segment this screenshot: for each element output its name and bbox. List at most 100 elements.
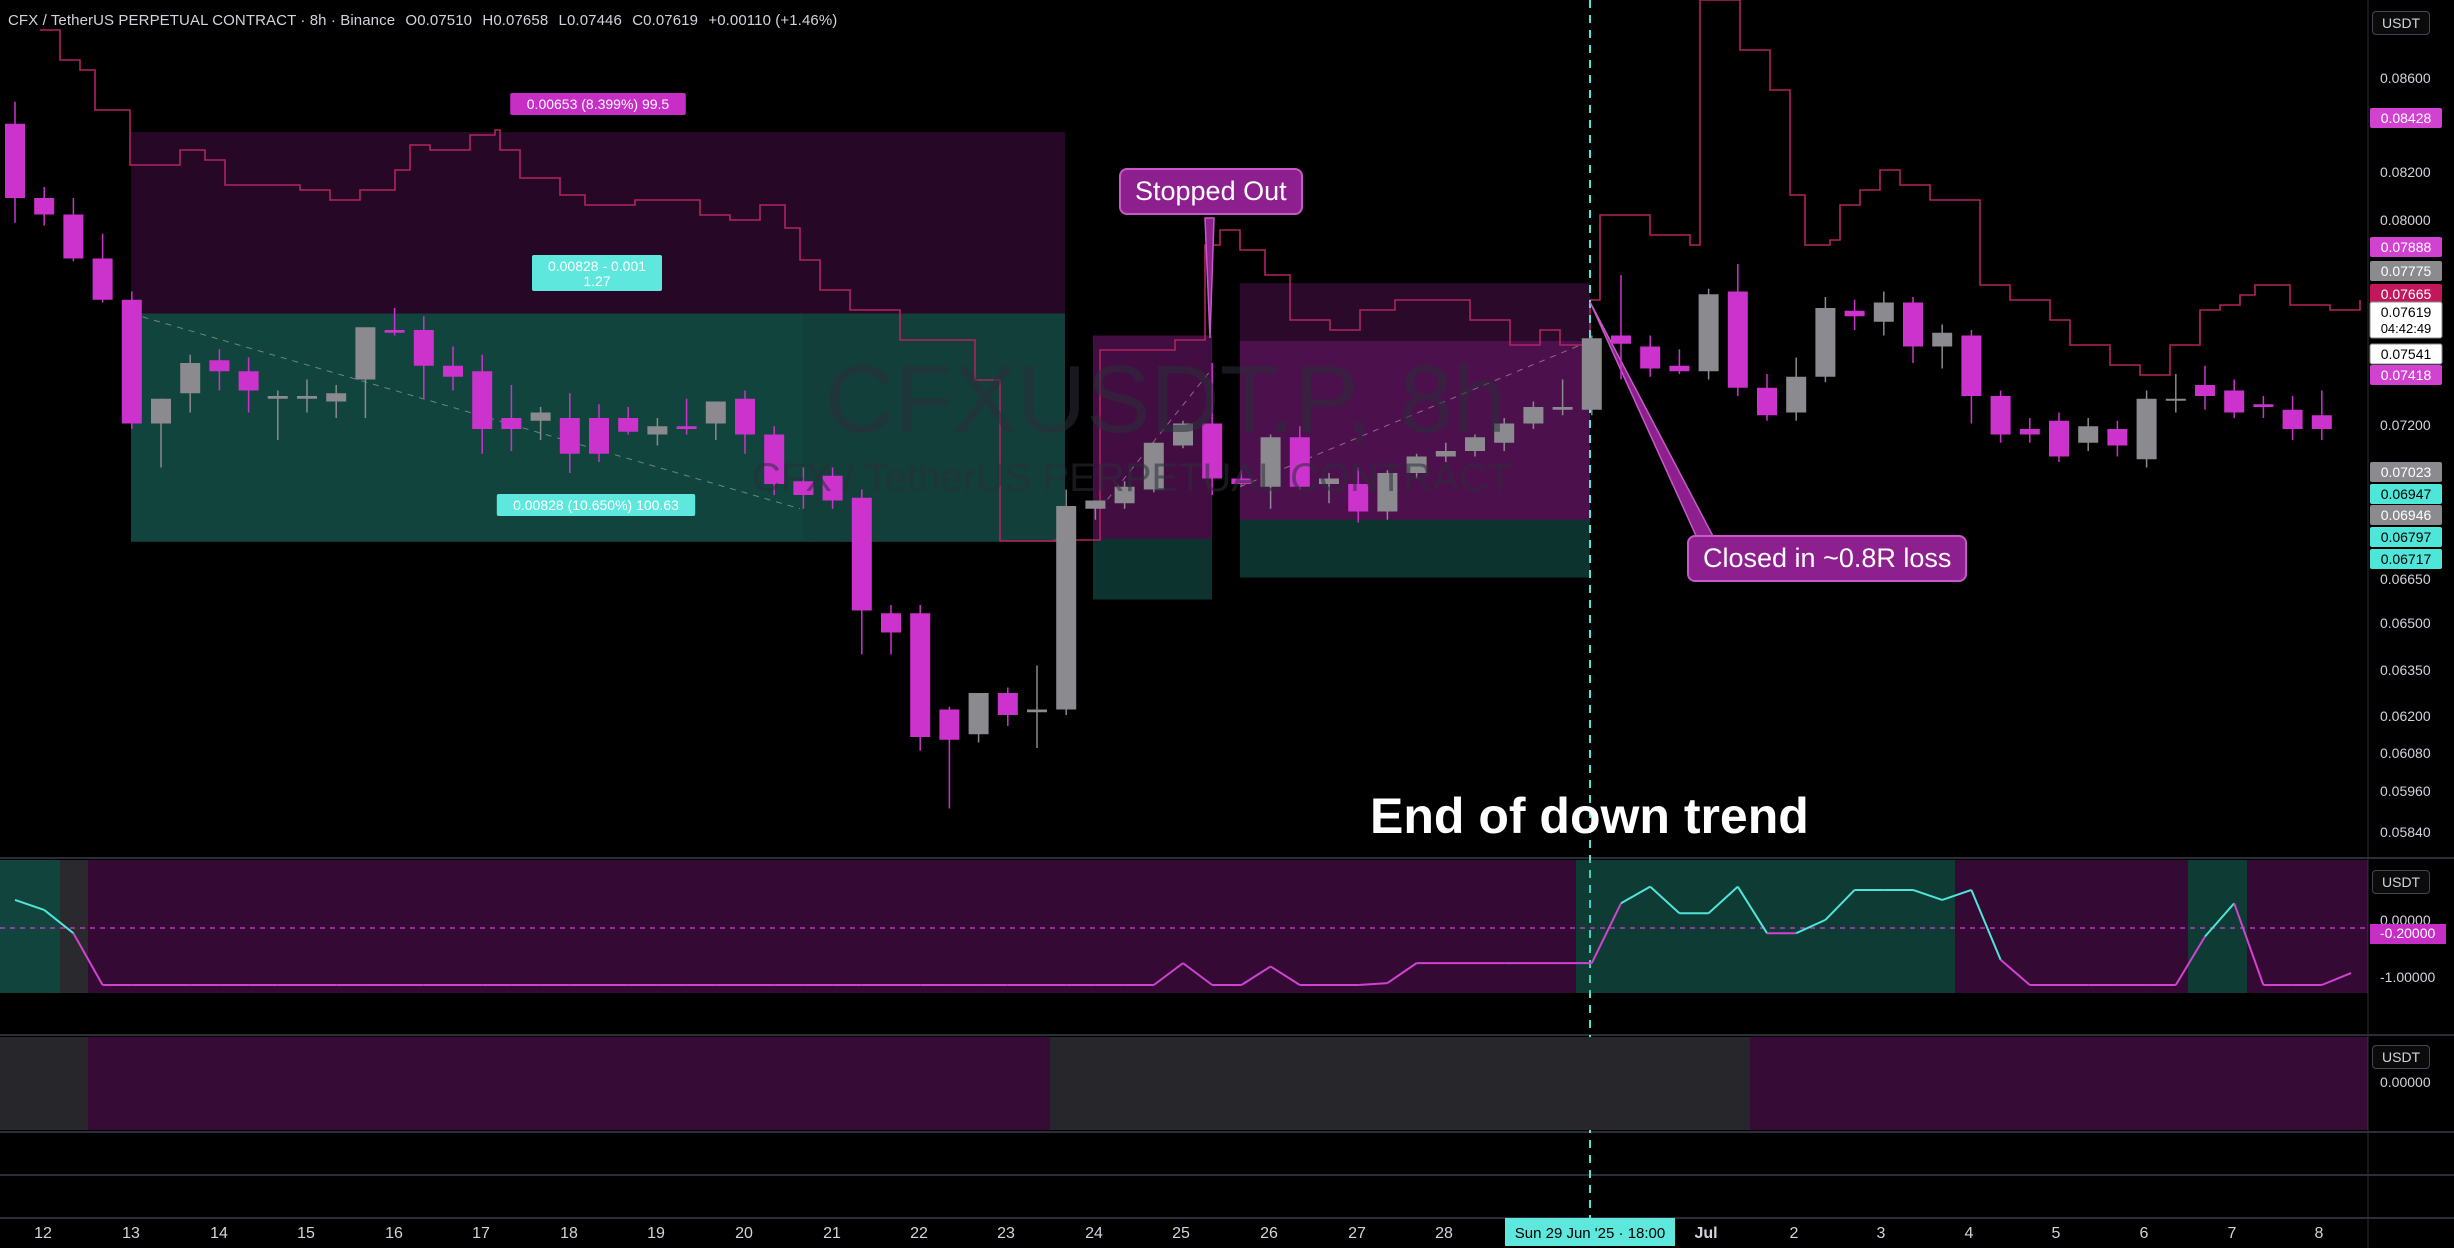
entry-zone-3 [1240,341,1590,520]
time-tick-label: 3 [1877,1225,1886,1242]
osc-tag-bg [2370,924,2446,944]
price-tag-label: 0.07775 [2381,263,2432,279]
candle-body [793,481,814,495]
osc-line-segment [1620,885,1651,905]
target-zone-2 [1093,539,1212,600]
time-tick-label: 15 [297,1225,315,1242]
osc-line-segment [2174,936,2206,986]
candle-body [1727,291,1748,388]
osc-line-segment [1182,962,1213,986]
osc-line-segment [1795,918,1826,935]
osc-line-segment [1240,965,1272,986]
candle-body [1903,302,1923,347]
candle-body [1435,451,1456,457]
target-zone-3 [1240,519,1590,578]
candle-body [1932,332,1953,347]
candle-body [2311,415,2332,429]
time-tick-label: 12 [34,1225,52,1242]
candle-body [1640,346,1661,369]
stopped-out-pointer [1204,217,1215,339]
price-tick-label: 0.05840 [2380,824,2431,840]
price-tag-label: 0.07665 [2381,286,2432,302]
osc-zone [88,860,1576,993]
price-tag-bg [2370,284,2442,304]
candle-body [1289,437,1310,487]
pane3-zone [1050,1037,1750,1130]
ratio-label: 0.00828 - 0.001 [548,258,646,274]
candle-body [2253,404,2274,407]
candle-body [939,709,960,740]
osc-zone [2188,860,2247,993]
osc-line-segment [1999,959,2031,986]
time-tick-label: 25 [1172,1225,1190,1242]
ohlc-close: C0.07619 [632,12,699,29]
candle-body [92,258,113,300]
candle-body [647,426,668,435]
price-tick-label: 0.08000 [2380,212,2431,228]
stopped-out-callout: Stopped Out [1119,168,1303,215]
price-tag-bg [2369,343,2443,365]
candle-body [559,418,580,454]
time-tick-label: 16 [385,1225,403,1242]
pane3-zone [1750,1037,2368,1130]
time-tick-label: 24 [1085,1225,1103,1242]
candle-body [618,418,639,432]
candle-body [2195,385,2215,396]
osc-line-segment [14,899,45,911]
candle-body [705,401,726,424]
candle-body [2136,398,2157,460]
osc-line-segment [1649,885,1681,914]
candle-body [413,330,434,366]
price-tag-bg [2370,365,2442,385]
price-tag-bg [2370,237,2442,257]
candle-body [1844,310,1865,317]
candle-body [2107,429,2128,446]
trailing-stop-line [40,0,2361,542]
osc-line-segment [2204,902,2235,938]
currency-badge-main[interactable]: USDT [2372,11,2431,35]
stop-zone-2 [1093,335,1212,539]
osc-line-segment [1270,965,1301,986]
price-tick-label: 0.06500 [2380,615,2431,631]
symbol-header: CFX / TetherUS PERPETUAL CONTRACT · 8h ·… [8,12,843,29]
pane3-zone [88,1037,1050,1130]
time-tick-label: 27 [1348,1225,1366,1242]
candle-body [530,412,551,421]
candle-body [1319,478,1339,484]
price-tick-label: 0.07200 [2380,417,2431,433]
osc-line-segment [2321,972,2352,986]
candle-body [1202,423,1223,479]
candle-body [1114,486,1135,504]
time-tick-label: 8 [2315,1225,2324,1242]
osc-zone [1576,860,1955,993]
candle-body [209,360,230,372]
candle-body [968,693,989,735]
candle-body [238,371,259,391]
time-tick-label: 17 [472,1225,490,1242]
osc-line-segment [43,909,75,934]
closed-loss-callout: Closed in ~0.8R loss [1687,535,1968,582]
crosshair-time-label: Sun 29 Jun '25 · 18:00 [1515,1225,1665,1242]
candle-body [1698,294,1719,372]
candle-body [589,418,609,454]
risk-label-bg [510,93,686,115]
ratio-label-sub: 1.27 [583,273,610,289]
time-tick-label: 20 [735,1225,753,1242]
currency-badge-osc[interactable]: USDT [2372,870,2431,894]
candle-body [1260,437,1281,487]
candle-body [297,396,317,399]
time-axis: 12 13 14 15 16 17 18 19 20 21 22 23 24 25 26 27 28 Sun 29… [34,1218,2324,1246]
candle-body [1552,407,1573,410]
time-tick-label: Jul [1694,1225,1717,1242]
candle-body [1027,709,1047,713]
currency-badge-pane3[interactable]: USDT [2372,1045,2431,1069]
ohlc-high: H0.07658 [482,12,549,29]
price-tag-label: 0.07418 [2381,367,2432,383]
candle-body [2049,420,2069,457]
price-tag-label: 0.07619 [2381,304,2432,320]
candle-body [1815,308,1836,377]
candle-body [997,693,1018,715]
price-tag-label: 0.06717 [2381,551,2432,567]
candle-body [735,398,755,435]
ohlc-change: +0.00110 (+1.46%) [708,12,838,29]
